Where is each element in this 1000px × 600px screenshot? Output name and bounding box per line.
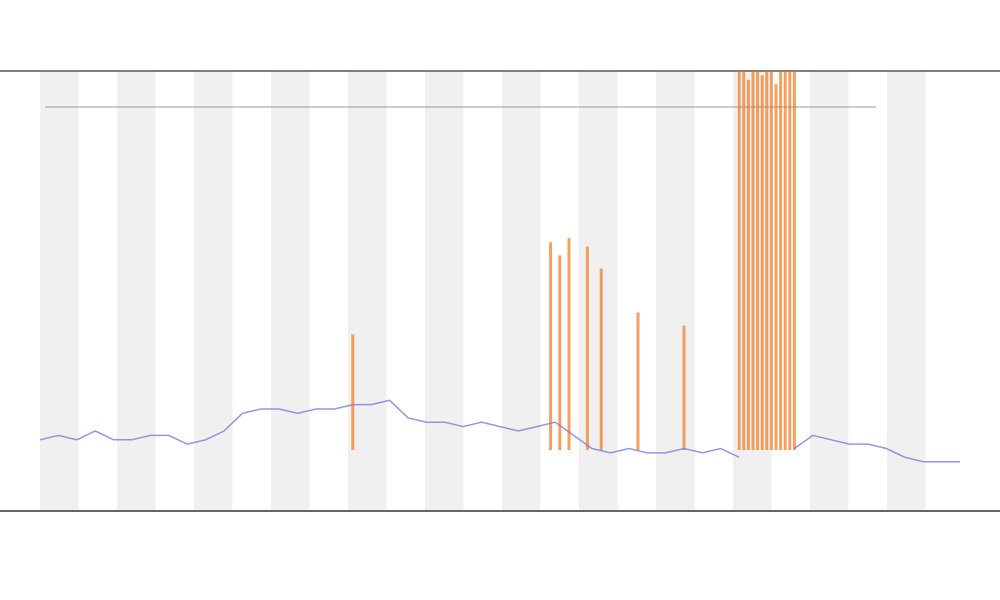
band: [194, 71, 233, 510]
band: [425, 71, 464, 510]
band: [579, 71, 618, 510]
band: [40, 71, 79, 510]
band: [117, 71, 156, 510]
background-bands: [40, 71, 926, 510]
band: [271, 71, 310, 510]
band: [348, 71, 387, 510]
band: [656, 71, 695, 510]
band: [810, 71, 849, 510]
series-line: [39, 399, 960, 463]
band: [502, 71, 541, 510]
band: [887, 71, 926, 510]
